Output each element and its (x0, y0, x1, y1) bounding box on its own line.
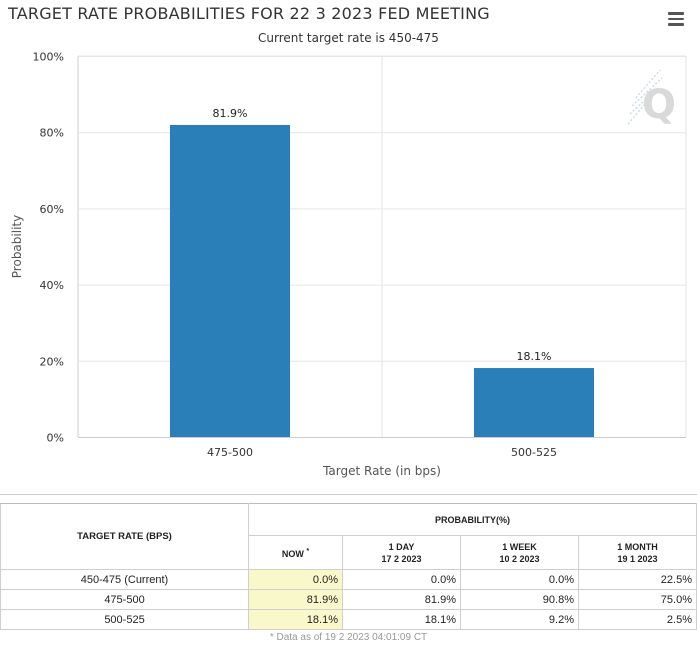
table-row: 475-500 81.9% 81.9% 90.8% 75.0% (0, 589, 697, 610)
y-tick-label: 0% (47, 432, 64, 445)
watermark-letter: Q (642, 82, 676, 128)
row-rate: 500-525 (0, 609, 249, 630)
quikstrike-logo-icon (627, 69, 663, 125)
y-axis-title: Probability (10, 215, 24, 278)
header-1-day-label: 1 DAY (388, 541, 415, 552)
row-month-value: 75.0% (578, 589, 697, 610)
header-1-week: 1 WEEK 10 2 2023 (460, 535, 579, 570)
row-month-value: 2.5% (578, 609, 697, 630)
y-tick-label: 60% (40, 203, 64, 216)
chart-subtitle: Current target rate is 450-475 (258, 31, 439, 45)
y-tick-label: 20% (40, 355, 64, 368)
header-1-day: 1 DAY 17 2 2023 (342, 535, 461, 570)
header-1-month-date: 19 1 2023 (617, 553, 658, 564)
divider (0, 494, 697, 495)
row-week-value: 0.0% (460, 569, 579, 590)
hamburger-menu-icon[interactable] (668, 12, 684, 26)
header-now-label: NOW (281, 548, 304, 559)
chart-container: TARGET RATE PROBABILITIES FOR 22 3 2023 … (8, 4, 687, 478)
header-probability: PROBABILITY(%) (248, 503, 697, 536)
y-tick-label: 100% (33, 51, 64, 64)
row-now-value: 0.0% (248, 569, 343, 590)
chart-title: TARGET RATE PROBABILITIES FOR 22 3 2023 … (8, 4, 490, 23)
row-day-value: 0.0% (342, 569, 461, 590)
row-month-value: 22.5% (578, 569, 697, 590)
row-rate: 450-475 (Current) (0, 569, 249, 590)
header-target-rate: TARGET RATE (BPS) (0, 503, 249, 570)
bar-chart: 0% 20% 40% 60% 80% 100% 81.9% 475-500 18.1% 500-5… (10, 51, 687, 478)
row-now-value: 81.9% (248, 589, 343, 610)
x-tick-label: 475-500 (207, 446, 253, 459)
bar (473, 368, 595, 437)
data-timestamp-footnote: * Data as of 19 2 2023 04:01:09 CT (269, 632, 428, 643)
table-row: 450-475 (Current) 0.0% 0.0% 0.0% 22.5% (0, 569, 697, 590)
row-now-value: 18.1% (248, 609, 343, 630)
row-day-value: 81.9% (342, 589, 461, 610)
bar (169, 124, 291, 437)
row-rate: 475-500 (0, 589, 249, 610)
header-1-week-label: 1 WEEK (502, 541, 537, 552)
bar-data-label: 81.9% (213, 107, 248, 120)
header-now: NOW * (248, 535, 343, 570)
header-1-month-label: 1 MONTH (617, 541, 658, 552)
y-tick-label: 80% (40, 127, 64, 140)
probability-table: TARGET RATE (BPS) PROBABILITY(%) NOW * 1… (0, 503, 697, 630)
y-tick-label: 40% (40, 279, 64, 292)
bar-data-label: 18.1% (517, 350, 552, 363)
header-now-marker: * (306, 547, 310, 555)
x-tick-label: 500-525 (511, 446, 557, 459)
table-row: 500-525 18.1% 18.1% 9.2% 2.5% (0, 609, 697, 630)
header-1-month: 1 MONTH 19 1 2023 (578, 535, 697, 570)
row-day-value: 18.1% (342, 609, 461, 630)
row-week-value: 9.2% (460, 609, 579, 630)
x-axis-title: Target Rate (in bps) (322, 464, 441, 478)
header-1-week-date: 10 2 2023 (499, 553, 540, 564)
row-week-value: 90.8% (460, 589, 579, 610)
header-1-day-date: 17 2 2023 (381, 553, 422, 564)
